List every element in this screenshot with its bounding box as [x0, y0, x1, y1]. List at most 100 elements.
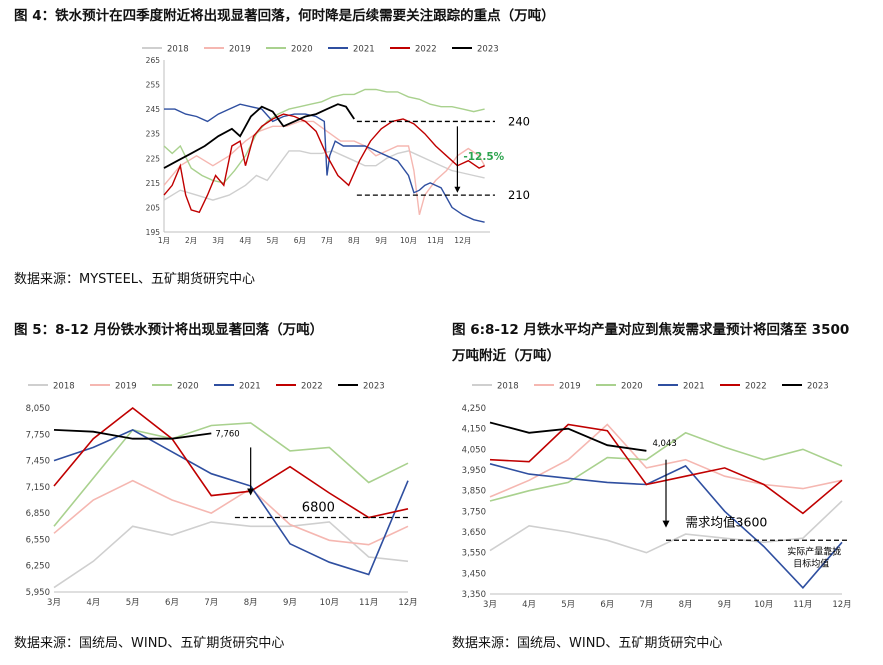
- legend-label-2021: 2021: [353, 45, 375, 55]
- fig6-x-tick-label: 12月: [832, 600, 851, 610]
- fig4-y-tick-label: 205: [146, 203, 161, 212]
- fig6-series-2018: [489, 500, 843, 554]
- fig5-x-tick-label: 8月: [244, 598, 258, 608]
- fig5-level-label: 6800: [302, 501, 335, 516]
- fig6-y-tick-label: 4,050: [462, 445, 486, 455]
- fig6-y-tick-label: 3,950: [462, 466, 486, 476]
- fig6-chart: 2018 2019 2020 2021 2022 2023 3,350 3,450 3,550 3…: [462, 382, 852, 611]
- fig5-y-tick-label: 8,050: [26, 404, 50, 414]
- fig4-source: 数据来源：MYSTEEL、五矿期货研究中心: [14, 272, 256, 287]
- fig6-note-line1: 实际产量靠拢: [787, 546, 841, 558]
- fig6-x-tick-label: 10月: [754, 600, 773, 610]
- fig6-title: 图 6:8-12 月铁水平均产量对应到焦炭需求量预计将回落至 3500 万吨附近…: [452, 319, 849, 367]
- fig5-x-tick-label: 5月: [126, 598, 140, 608]
- fig5-x-tick-label: 12月: [398, 598, 417, 608]
- fig6-title-line1: 图 6:8-12 月铁水平均产量对应到焦炭需求量预计将回落至 3500: [452, 322, 850, 338]
- fig5-y-tick-label: 6,550: [26, 535, 50, 545]
- fig5-y-tick-label: 5,950: [26, 588, 50, 598]
- fig6-x-tick-label: 6月: [600, 600, 614, 610]
- fig4-series-2022: [163, 113, 485, 214]
- fig4-series-2019: [163, 120, 486, 215]
- fig4-x-tick-label: 4月: [239, 236, 251, 245]
- fig6-x-tick-label: 11月: [793, 600, 812, 610]
- fig4-x-tick-label: 11月: [427, 236, 444, 245]
- fig4-series-2023: [163, 103, 355, 169]
- fig5-x-tick-label: 10月: [320, 598, 339, 608]
- legend-label-2020: 2020: [291, 45, 313, 55]
- fig6-last-value-label: 4,043: [652, 439, 676, 449]
- legend-label-2019: 2019: [229, 45, 251, 55]
- fig5-drop-arrowhead: [247, 488, 255, 496]
- legend-label-2023: 2023: [807, 382, 829, 392]
- legend-label-2023: 2023: [477, 45, 499, 55]
- fig5-y-tick-label: 7,150: [26, 483, 50, 493]
- legend-label-2021: 2021: [239, 382, 261, 392]
- fig4-y-tick-label: 255: [146, 81, 161, 90]
- fig4-series-2021: [164, 103, 485, 223]
- fig4-y-tick-label: 215: [146, 179, 161, 188]
- fig6-y-tick-label: 3,750: [462, 507, 486, 517]
- fig4-x-tick-label: 10月: [400, 236, 417, 245]
- fig5-x-tick-label: 4月: [86, 598, 100, 608]
- fig6-y-tick-label: 3,450: [462, 569, 486, 579]
- legend-label-2018: 2018: [53, 382, 75, 392]
- fig5-x-tick-label: 6月: [165, 598, 179, 608]
- legend-label-2022: 2022: [301, 382, 323, 392]
- fig6-series-2023: [489, 421, 647, 452]
- fig4-x-tick-label: 7月: [321, 236, 333, 245]
- fig5-title: 图 5：8-12 月份铁水预计将出现显著回落（万吨）: [14, 322, 324, 338]
- fig4-title: 图 4：铁水预计在四季度附近将出现显著回落，何时降是后续需要关注跟踪的重点（万吨…: [14, 8, 555, 24]
- fig4-series-2020: [163, 88, 485, 184]
- fig4-y-tick-label: 225: [146, 154, 161, 163]
- fig4-drop-arrowhead: [454, 186, 461, 193]
- fig6-y-tick-label: 3,650: [462, 528, 486, 538]
- legend-label-2018: 2018: [497, 382, 519, 392]
- fig4-x-tick-label: 5月: [267, 236, 279, 245]
- fig4-level-240-label: 240: [508, 114, 530, 128]
- fig4-x-tick-label: 9月: [375, 236, 387, 245]
- fig6-x-tick-label: 8月: [679, 600, 693, 610]
- fig5-last-value-label: 7,760: [215, 429, 239, 439]
- fig4-y-tick-label: 235: [146, 130, 161, 139]
- legend-label-2020: 2020: [177, 382, 199, 392]
- fig6-level-label: 需求均值3600: [686, 514, 768, 529]
- fig6-x-tick-label: 9月: [718, 600, 732, 610]
- fig6-drop-arrowhead: [662, 520, 670, 528]
- fig5-series-2023: [53, 429, 212, 440]
- fig5-source: 数据来源：国统局、WIND、五矿期货研究中心: [14, 636, 285, 651]
- fig5-y-tick-label: 7,450: [26, 457, 50, 467]
- fig6-x-tick-label: 5月: [561, 600, 575, 610]
- fig4-y-tick-label: 195: [146, 228, 161, 237]
- fig6-x-tick-label: 3月: [483, 600, 497, 610]
- legend-label-2018: 2018: [167, 45, 189, 55]
- fig5-x-tick-label: 9月: [283, 598, 297, 608]
- legend-label-2019: 2019: [559, 382, 581, 392]
- fig5-chart: 2018 2019 2020 2021 2022 2023 5,950 6,250 6,550 6…: [26, 382, 418, 609]
- legend-label-2019: 2019: [115, 382, 137, 392]
- fig6-source: 数据来源：国统局、WIND、五矿期货研究中心: [452, 636, 723, 651]
- fig4-x-tick-label: 12月: [454, 236, 471, 245]
- fig6-y-tick-label: 3,350: [462, 590, 486, 600]
- fig6-x-tick-label: 4月: [522, 600, 536, 610]
- fig4-x-tick-label: 1月: [158, 236, 170, 245]
- fig5-x-tick-label: 3月: [47, 598, 61, 608]
- legend-label-2020: 2020: [621, 382, 643, 392]
- fig6-note-line2: 目标均值: [793, 558, 829, 570]
- fig5-series-2022: [53, 406, 409, 519]
- fig4-x-tick-label: 8月: [348, 236, 360, 245]
- fig4-y-tick-label: 265: [146, 56, 161, 65]
- fig4-x-tick-label: 3月: [212, 236, 224, 245]
- fig4-x-tick-label: 6月: [294, 236, 306, 245]
- legend-label-2022: 2022: [745, 382, 767, 392]
- legend-label-2021: 2021: [683, 382, 705, 392]
- fig5-y-tick-label: 6,850: [26, 509, 50, 519]
- fig5-y-tick-label: 6,250: [26, 562, 50, 572]
- fig4-chart: 2018 2019 2020 2021 2022 2023 195 205 215 225 235 2…: [142, 45, 530, 245]
- fig6-y-tick-label: 3,850: [462, 487, 486, 497]
- fig5-y-tick-label: 7,750: [26, 430, 50, 440]
- legend-label-2022: 2022: [415, 45, 437, 55]
- fig5-series-2019: [53, 479, 409, 546]
- fig6-title-line2: 万吨附近（万吨）: [452, 348, 560, 364]
- fig4-series-2018: [163, 150, 485, 201]
- fig5-series-2021: [53, 429, 409, 576]
